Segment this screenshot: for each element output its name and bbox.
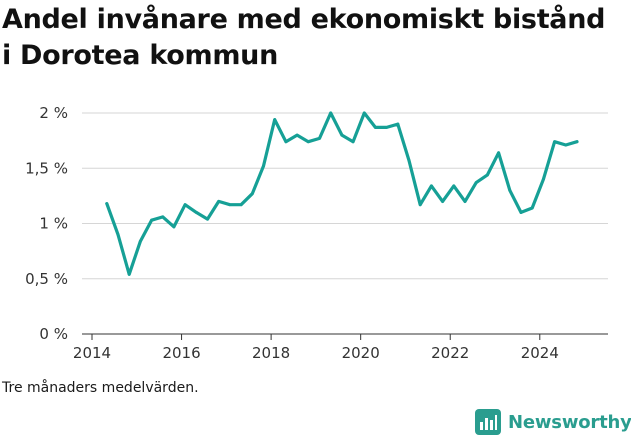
- data-point: [217, 200, 221, 203]
- data-point: [262, 164, 265, 168]
- brand-name: Newsworthy: [508, 411, 631, 433]
- x-tick-label: 2018: [252, 344, 290, 362]
- y-tick-label: 1,5 %: [25, 159, 68, 177]
- data-point: [250, 192, 254, 196]
- footnote: Tre månaders medelvärden.: [2, 380, 199, 396]
- data-point: [553, 140, 556, 144]
- data-point: [452, 184, 456, 188]
- data-point: [306, 140, 310, 144]
- y-axis-ticks: 0 % 0,5 % 1 % 1,5 % 2 %: [25, 104, 68, 343]
- data-point: [105, 202, 109, 206]
- data-point: [284, 140, 288, 144]
- data-point: [318, 137, 321, 140]
- y-tick-label: 0,5 %: [25, 270, 68, 288]
- data-point: [329, 111, 333, 115]
- data-point: [194, 211, 198, 214]
- data-point: [485, 173, 489, 177]
- data-point: [127, 272, 131, 276]
- data-point: [541, 177, 545, 181]
- grid-lines: [82, 112, 608, 335]
- data-point: [150, 218, 153, 222]
- data-point: [508, 188, 512, 192]
- data-point: [497, 151, 500, 155]
- data-point: [474, 181, 478, 185]
- chart-title: Andel invånare med ekonomiskt bistånd i …: [2, 4, 606, 71]
- data-point: [430, 184, 433, 188]
- data-point: [161, 215, 165, 219]
- data-point: [407, 159, 411, 162]
- data-point: [228, 203, 232, 207]
- data-point: [564, 143, 568, 147]
- data-point: [362, 111, 366, 115]
- data-point: [340, 133, 344, 137]
- x-tick-label: 2014: [73, 344, 111, 362]
- data-point: [138, 239, 142, 243]
- data-point: [418, 203, 422, 207]
- data-point: [172, 225, 176, 229]
- x-tick-label: 2024: [521, 344, 559, 362]
- data-point: [441, 200, 445, 203]
- x-tick-label: 2016: [162, 344, 200, 362]
- data-point: [519, 211, 523, 214]
- data-point: [295, 133, 299, 137]
- data-point: [396, 122, 400, 126]
- y-tick-label: 0 %: [39, 325, 68, 343]
- data-point: [530, 206, 534, 210]
- data-point: [374, 125, 377, 129]
- series-line: [105, 111, 579, 276]
- data-point: [575, 140, 579, 144]
- data-point: [239, 203, 243, 207]
- series-group: [105, 111, 579, 276]
- data-point: [183, 203, 187, 207]
- data-point: [273, 118, 277, 122]
- data-point: [385, 125, 389, 129]
- x-axis: 2014 2016 2018 2020 2022 2024: [73, 334, 559, 362]
- y-tick-label: 1 %: [39, 215, 68, 233]
- brand-logo[interactable]: Newsworthy: [475, 406, 631, 438]
- data-point: [116, 233, 120, 236]
- x-tick-label: 2020: [342, 344, 380, 362]
- data-point: [463, 200, 467, 203]
- x-tick-label: 2022: [431, 344, 469, 362]
- y-tick-label: 2 %: [39, 104, 68, 122]
- data-point: [206, 217, 209, 221]
- bar-chart-icon: [475, 409, 501, 435]
- data-point: [351, 140, 355, 144]
